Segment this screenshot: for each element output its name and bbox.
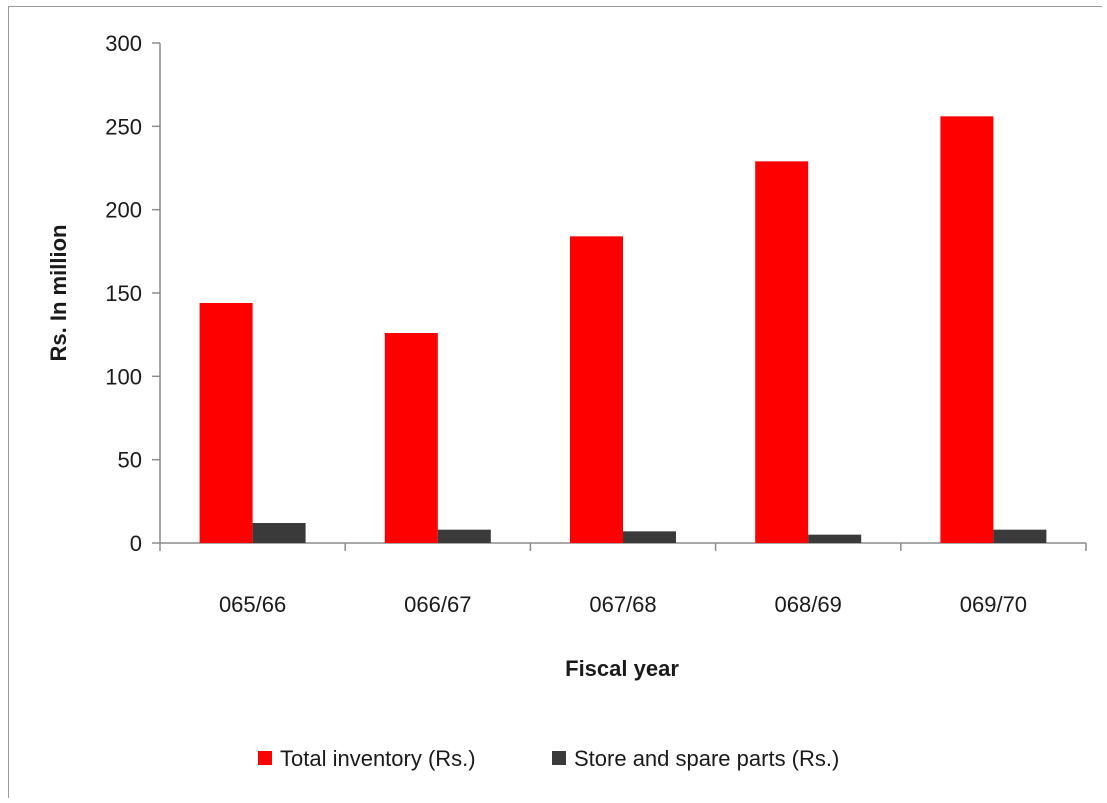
legend: Total inventory (Rs.) Store and spare par… xyxy=(258,746,839,771)
legend-swatch xyxy=(552,751,566,765)
legend-swatch xyxy=(258,751,272,765)
x-tick-label: 066/67 xyxy=(404,592,471,617)
bar-total-inventory-2 xyxy=(570,236,623,544)
y-tick-label: 50 xyxy=(118,448,142,473)
bar-store-spare-parts-1 xyxy=(437,529,491,543)
y-axis-title: Rs. In million xyxy=(46,225,71,362)
x-axis xyxy=(159,542,1087,551)
x-axis-title: Fiscal year xyxy=(565,656,679,681)
legend-label: Store and spare parts (Rs.) xyxy=(574,746,839,771)
y-tick-label: 100 xyxy=(105,364,142,389)
bar-store-spare-parts-3 xyxy=(808,534,862,543)
y-tick-label: 300 xyxy=(105,31,142,56)
x-tick-label: 068/69 xyxy=(775,592,842,617)
category-labels: 065/66 066/67 067/68 068/69 069/70 xyxy=(219,592,1027,617)
legend-label: Total inventory (Rs.) xyxy=(280,746,476,771)
x-tick-label: 065/66 xyxy=(219,592,286,617)
y-tick-label: 150 xyxy=(105,281,142,306)
bar-store-spare-parts-4 xyxy=(993,529,1047,543)
bar-total-inventory-1 xyxy=(384,333,438,543)
x-tick-label: 067/68 xyxy=(589,592,656,617)
bar-total-inventory-3 xyxy=(755,161,809,544)
bar-total-inventory-4 xyxy=(940,116,994,543)
bars xyxy=(199,116,1047,544)
chart-frame xyxy=(8,6,1102,798)
bar-store-spare-parts-2 xyxy=(623,531,676,543)
y-tick-label: 250 xyxy=(105,114,142,139)
y-axis: 0 50 100 150 200 250 300 xyxy=(105,31,161,556)
y-tick-label: 200 xyxy=(105,198,142,223)
bar-store-spare-parts-0 xyxy=(252,523,306,543)
y-tick-label: 0 xyxy=(130,531,142,556)
x-tick-label: 069/70 xyxy=(960,592,1027,617)
bar-total-inventory-0 xyxy=(199,303,253,543)
